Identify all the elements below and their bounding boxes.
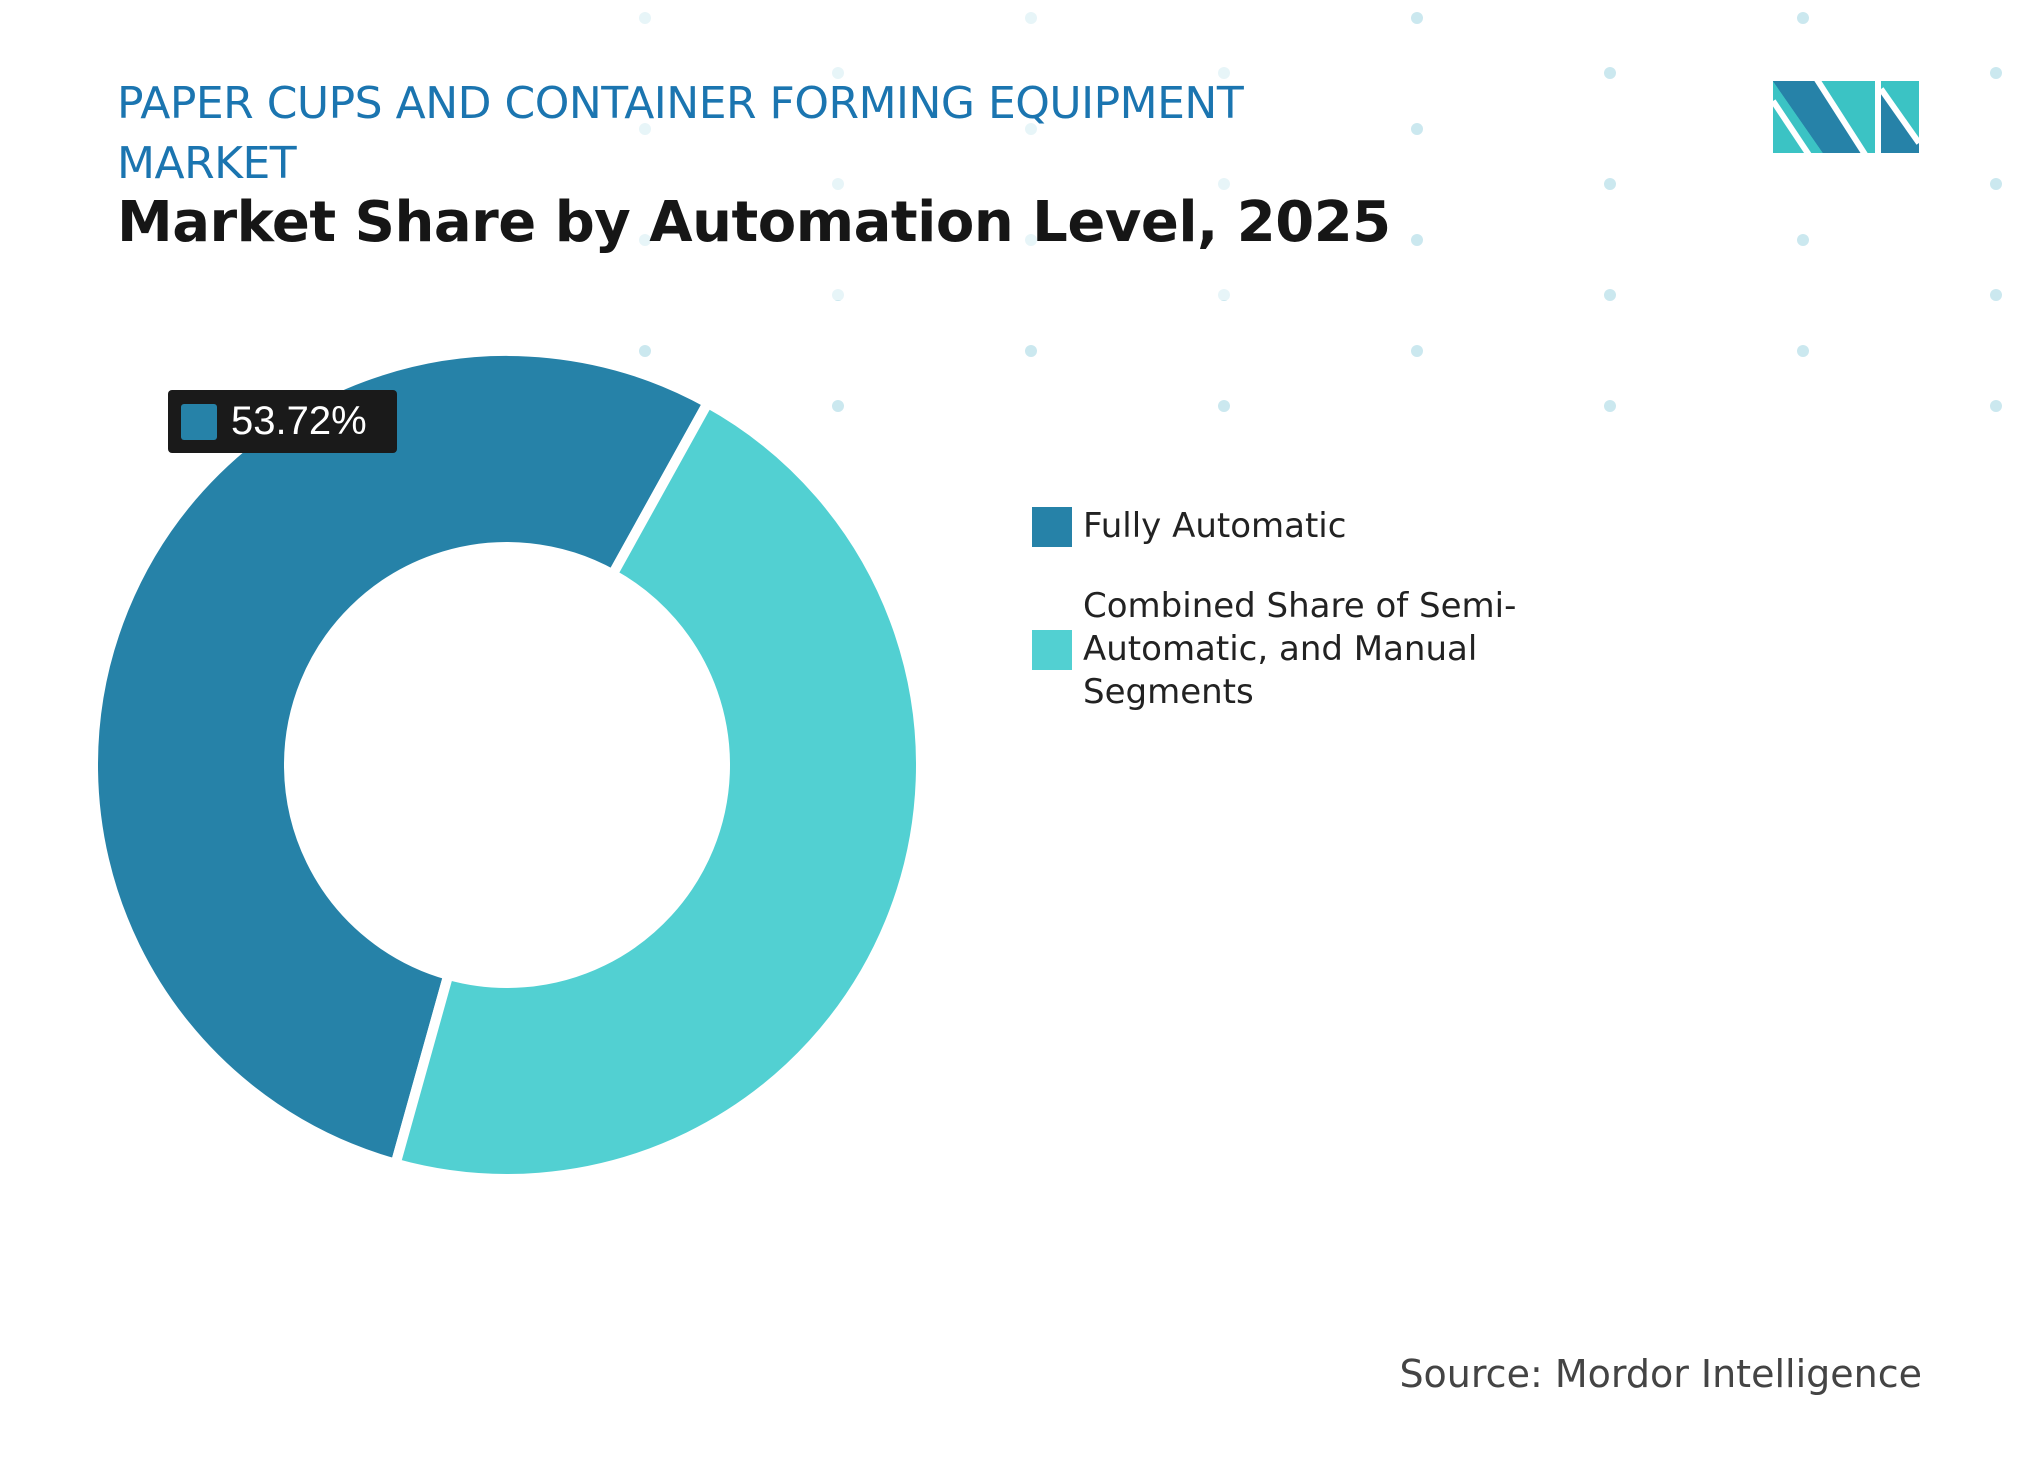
legend-item-combined: Combined Share of Semi-Automatic, and Ma…: [1032, 585, 1623, 714]
donut-slice-fully-automatic: [87, 346, 715, 1170]
legend-label: Combined Share of Semi-Automatic, and Ma…: [1083, 586, 1517, 712]
legend-label: Fully Automatic: [1083, 506, 1347, 546]
legend-item-fully-automatic: Fully Automatic: [1032, 505, 1643, 548]
data-label-swatch: [181, 403, 217, 440]
legend-swatch: [1032, 629, 1072, 670]
chart-title: PAPER CUPS AND CONTAINER FORMING EQUIPME…: [117, 78, 1244, 189]
legend-swatch: [1032, 506, 1072, 547]
source-note: Source: Mordor Intelligence: [1399, 1352, 1922, 1396]
chart-subtitle: Market Share by Automation Level, 2025: [117, 190, 1391, 255]
data-label-fully-automatic: 53.72%: [168, 390, 397, 453]
mordor-logo-icon: [1773, 81, 1919, 153]
data-label-value: 53.72%: [231, 399, 367, 443]
donut-slice-combined-semi-manual: [389, 396, 926, 1184]
